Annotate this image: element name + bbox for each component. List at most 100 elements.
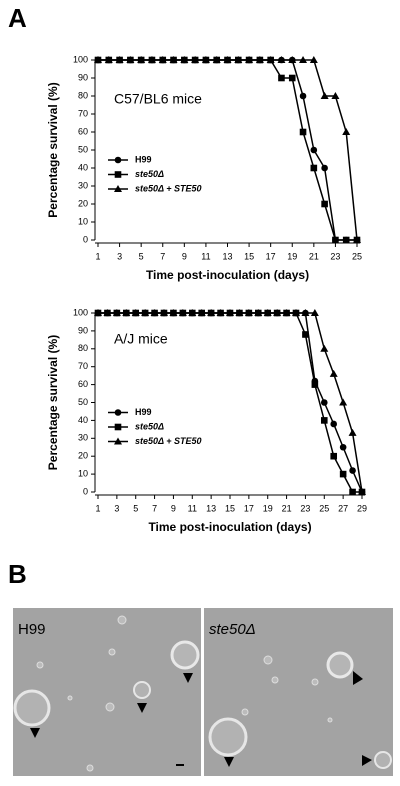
y-tick-label: 50 — [78, 397, 88, 407]
marker — [94, 56, 102, 63]
x-tick-label: 7 — [152, 503, 157, 513]
marker — [226, 309, 234, 316]
legend-marker — [114, 185, 122, 192]
image-label: H99 — [18, 621, 46, 638]
marker — [169, 56, 178, 63]
x-tick-label: 3 — [114, 503, 119, 513]
marker — [310, 146, 318, 154]
marker — [320, 92, 329, 99]
y-tick-label: 10 — [78, 216, 88, 226]
marker — [180, 56, 189, 63]
y-tick-label: 40 — [78, 162, 88, 172]
marker — [342, 128, 351, 135]
x-axis-label: Time post-inoculation (days) — [146, 268, 309, 282]
legend-label: ste50Δ — [135, 421, 164, 431]
x-tick-label: 1 — [95, 503, 100, 513]
marker — [288, 56, 297, 63]
marker — [94, 309, 102, 316]
marker — [277, 56, 286, 63]
marker — [137, 56, 146, 63]
marker — [310, 164, 318, 172]
marker — [321, 164, 328, 172]
y-tick-label: 80 — [78, 343, 88, 353]
marker — [358, 488, 366, 495]
marker — [282, 309, 291, 316]
x-tick-label: 25 — [319, 503, 329, 513]
marker — [147, 56, 156, 63]
marker — [115, 56, 124, 63]
marker — [234, 56, 243, 63]
x-tick-label: 15 — [244, 251, 254, 261]
x-tick-label: 9 — [182, 251, 187, 261]
y-axis-label: Percentage survival (%) — [46, 335, 60, 470]
y-tick-label: 90 — [78, 72, 88, 82]
marker — [332, 236, 339, 244]
y-tick-label: 50 — [78, 144, 88, 154]
y-tick-label: 90 — [78, 325, 88, 335]
marker — [330, 452, 338, 460]
marker — [254, 309, 263, 316]
marker — [339, 443, 347, 451]
marker — [320, 344, 329, 352]
marker — [245, 56, 254, 63]
y-tick-label: 60 — [78, 379, 88, 389]
x-tick-label: 25 — [352, 251, 362, 261]
y-tick-label: 60 — [78, 126, 88, 136]
x-tick-label: 23 — [330, 251, 340, 261]
marker — [302, 331, 309, 338]
marker — [309, 56, 318, 63]
marker — [160, 309, 168, 316]
marker — [112, 309, 121, 316]
marker — [292, 309, 300, 316]
y-tick-label: 0 — [83, 486, 88, 496]
legend-label: H99 — [135, 154, 152, 164]
x-tick-label: 29 — [357, 503, 367, 513]
legend-marker — [114, 156, 122, 164]
marker — [216, 309, 225, 316]
x-tick-label: 15 — [225, 503, 235, 513]
marker — [331, 92, 340, 99]
marker — [235, 309, 244, 316]
series-line — [98, 59, 357, 241]
x-tick-label: 5 — [139, 251, 144, 261]
marker — [329, 369, 338, 377]
marker — [299, 56, 308, 63]
legend-label: ste50Δ + STE50 — [135, 183, 202, 193]
marker — [320, 399, 328, 406]
marker — [288, 74, 296, 82]
marker — [244, 309, 253, 316]
series-line — [98, 59, 358, 241]
marker — [255, 56, 264, 63]
y-tick-label: 40 — [78, 415, 88, 425]
marker — [263, 309, 272, 316]
marker — [141, 309, 150, 316]
micrograph-left: H99 — [13, 608, 201, 776]
panel-label: A — [8, 3, 27, 33]
marker — [131, 309, 140, 316]
marker — [197, 309, 206, 316]
x-tick-label: 19 — [263, 503, 273, 513]
marker — [299, 92, 307, 100]
marker — [104, 56, 113, 63]
marker — [321, 200, 328, 208]
x-tick-label: 7 — [160, 251, 165, 261]
marker — [348, 428, 357, 436]
x-tick-label: 19 — [287, 251, 297, 261]
x-tick-label: 27 — [338, 503, 348, 513]
x-tick-label: 5 — [133, 503, 138, 513]
marker — [273, 309, 282, 316]
x-tick-label: 9 — [171, 503, 176, 513]
x-tick-label: 17 — [266, 251, 276, 261]
marker — [158, 56, 167, 63]
y-axis-label: Percentage survival (%) — [46, 82, 60, 217]
x-tick-label: 13 — [222, 251, 232, 261]
series-line — [98, 59, 357, 241]
marker — [122, 309, 131, 316]
annotation: A/J mice — [114, 331, 168, 347]
x-tick-label: 17 — [244, 503, 254, 513]
y-tick-label: 70 — [78, 361, 88, 371]
marker — [266, 56, 275, 63]
legend-marker — [114, 423, 122, 431]
y-tick-label: 100 — [73, 54, 88, 64]
